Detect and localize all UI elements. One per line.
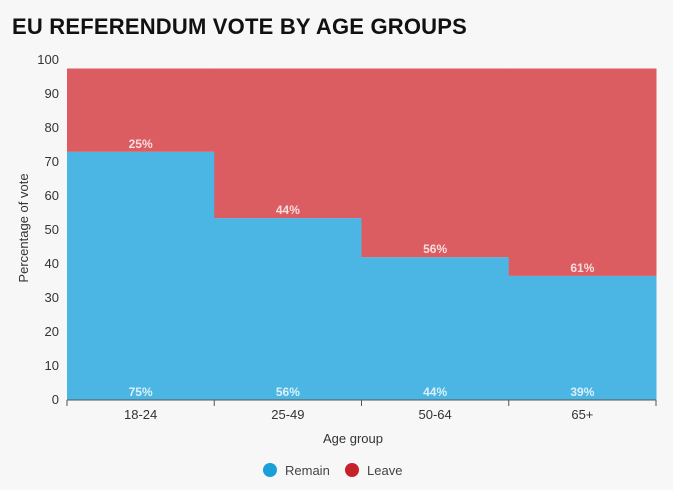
data-label-leave-18-24: 25%: [129, 137, 153, 151]
legend-marker-remain: [263, 463, 277, 477]
y-tick-label: 100: [37, 52, 59, 67]
data-label-remain-50-64: 44%: [423, 385, 447, 399]
y-axis-label: Percentage of vote: [16, 173, 31, 282]
data-label-remain-65+: 39%: [570, 385, 594, 399]
bar-leave-25-49: [214, 68, 362, 219]
bar-leave-50-64: [361, 68, 510, 258]
bar-leave-65+: [508, 68, 657, 276]
y-tick-label: 10: [45, 358, 59, 373]
bar-remain-25-49: [214, 218, 362, 400]
data-label-remain-18-24: 75%: [129, 385, 153, 399]
x-axis-label: Age group: [323, 431, 383, 446]
data-labels: 75% 25% 56% 44% 44% 56% 39% 61%: [129, 137, 595, 399]
data-label-leave-50-64: 56%: [423, 242, 447, 256]
legend: Remain Leave: [263, 463, 402, 478]
y-tick-label: 20: [45, 324, 59, 339]
bars: [67, 68, 657, 400]
y-tick-label: 30: [45, 290, 59, 305]
data-label-leave-25-49: 44%: [276, 203, 300, 217]
y-tick-label: 80: [45, 120, 59, 135]
y-tick-label: 70: [45, 154, 59, 169]
data-label-remain-25-49: 56%: [276, 385, 300, 399]
chart-title: EU REFERENDUM VOTE BY AGE GROUPS: [12, 14, 468, 39]
x-tick-label: 18-24: [124, 407, 157, 422]
bar-remain-65+: [508, 275, 657, 400]
legend-label-remain: Remain: [285, 463, 330, 478]
data-label-leave-65+: 61%: [570, 261, 594, 275]
legend-label-leave: Leave: [367, 463, 402, 478]
x-tick-label: 50-64: [419, 407, 452, 422]
x-axis: 18-24 25-49 50-64 65+: [66, 399, 657, 422]
y-tick-label: 90: [45, 86, 59, 101]
y-tick-label: 0: [52, 392, 59, 407]
y-tick-label: 40: [45, 256, 59, 271]
y-axis-ticks: 0 10 20 30 40 50 60 70 80 90 100: [37, 52, 59, 407]
bar-remain-50-64: [361, 257, 510, 400]
legend-marker-leave: [345, 463, 359, 477]
y-tick-label: 50: [45, 222, 59, 237]
x-tick-label: 65+: [571, 407, 593, 422]
y-tick-label: 60: [45, 188, 59, 203]
bar-remain-18-24: [67, 151, 215, 400]
x-tick-label: 25-49: [271, 407, 304, 422]
bar-leave-18-24: [67, 68, 215, 152]
